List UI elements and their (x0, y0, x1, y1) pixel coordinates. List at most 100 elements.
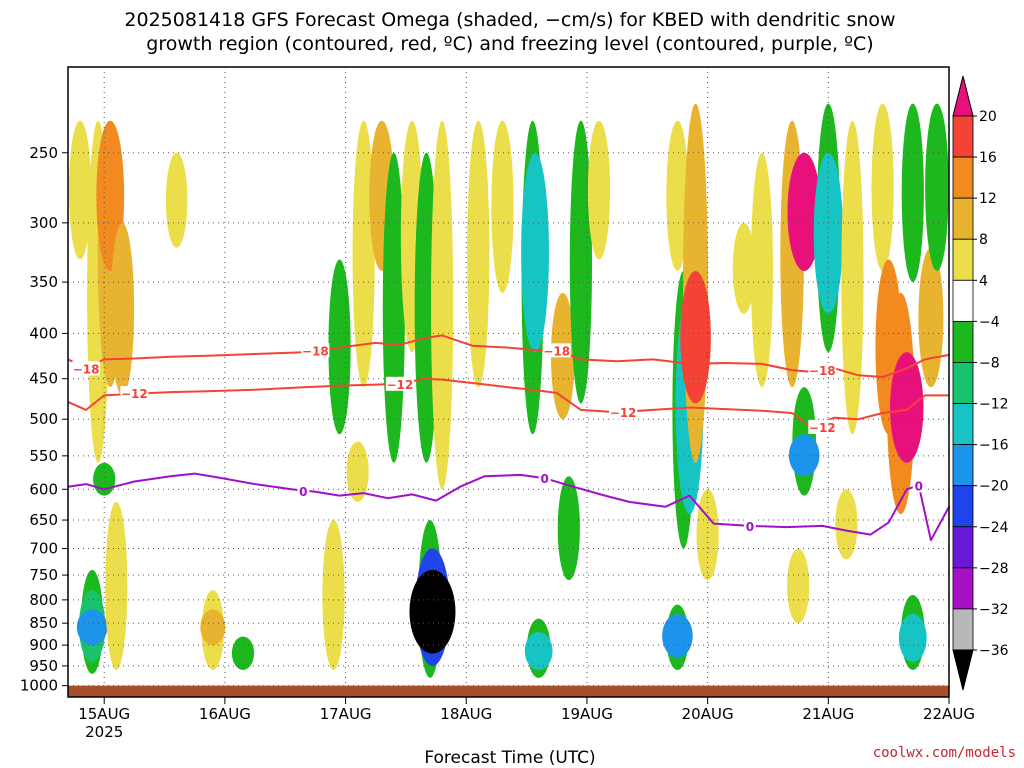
contour-label-8: 0 (299, 485, 307, 499)
omega-cell-40 (680, 270, 711, 404)
contour-label-bg-8 (297, 484, 310, 499)
x-tick-label-0: 15AUG (78, 705, 130, 723)
omega-cell-8 (76, 609, 108, 646)
omega-cell-9 (105, 501, 128, 670)
y-tick-label-6: 550 (29, 447, 58, 465)
contour-label-1: −18 (302, 344, 329, 358)
contour-label-bg-10 (743, 518, 756, 533)
colorbar-swatch-7 (952, 362, 974, 404)
contour-label-bg-5 (385, 376, 414, 391)
x-tick-label-2: 17AUG (320, 705, 372, 723)
omega-cell-43 (662, 614, 693, 658)
omega-cell-34 (524, 632, 553, 670)
y-tick-label-9: 700 (29, 540, 58, 558)
colorbar-label-13: −36 (979, 643, 1009, 659)
x-tick-label-7: 22AUG (923, 705, 975, 723)
contour-label-bg-11 (912, 478, 925, 493)
omega-cell-63 (898, 614, 927, 662)
contour-label-bg-2 (542, 343, 571, 358)
omega-cell-45 (750, 152, 774, 388)
omega-cell-59 (901, 103, 924, 283)
colorbar-swatch-11 (952, 526, 974, 569)
chart-title-line1: 2025081418 GFS Forecast Omega (shaded, −… (124, 9, 895, 31)
contour-label-4: −12 (121, 387, 148, 401)
contour-label-7: −12 (809, 421, 836, 435)
y-tick-label-2: 350 (29, 273, 58, 291)
omega-cell-29 (521, 152, 549, 353)
contour-label-bg-0 (72, 361, 101, 376)
credit-text[interactable]: coolwx.com/models (873, 745, 1016, 761)
contour-label-2: −18 (543, 344, 570, 358)
contour-label-6: −12 (610, 406, 637, 420)
colorbar-label-7: −12 (979, 397, 1009, 413)
y-tick-label-15: 1000 (20, 677, 58, 695)
colorbar-swatch-10 (952, 485, 974, 528)
omega-cell-32 (587, 120, 611, 260)
y-axis: 250 300 350 400 450 500 550 600 650 700 750 800 850 9… (20, 144, 68, 695)
omega-cell-41 (696, 489, 719, 581)
colorbar: 20 16 12 8 4 −4 −8 −12 −16 −20 −24 −28 −32 −36 (952, 75, 1009, 691)
x-tick-label-1: 16AUG (199, 705, 251, 723)
colorbar-label-2: 12 (979, 191, 997, 207)
colorbar-label-5: −4 (979, 314, 1000, 330)
colorbar-swatch-8 (952, 403, 974, 446)
x-tick-label-5: 20AUG (682, 705, 734, 723)
omega-cell-51 (813, 152, 843, 314)
colorbar-swatch-1 (952, 115, 974, 158)
colorbar-label-3: 8 (979, 232, 988, 248)
x-tick-label-4: 19AUG (561, 705, 613, 723)
omega-cell-21 (346, 441, 369, 502)
x-tick-label-3: 18AUG (440, 705, 492, 723)
colorbar-label-11: −28 (979, 561, 1009, 577)
colorbar-swatch-6 (952, 320, 974, 363)
omega-cell-15 (352, 120, 375, 388)
x-axis-label: Forecast Time (UTC) (424, 748, 595, 768)
contour-label-3: −18 (809, 364, 836, 378)
contour-label-0: −18 (73, 362, 100, 376)
y-tick-label-12: 850 (29, 614, 58, 632)
contour-label-5: −12 (387, 378, 414, 392)
colorbar-swatch-12 (952, 567, 974, 610)
chart-title-line2: growth region (contoured, red, ºC) and f… (146, 33, 873, 55)
omega-shading (68, 103, 949, 678)
contour-label-bg-7 (808, 419, 837, 434)
omega-cell-27 (491, 120, 514, 293)
y-tick-label-3: 400 (29, 324, 58, 342)
y-tick-label-13: 900 (29, 636, 58, 654)
contour-label-bg-3 (808, 363, 837, 378)
colorbar-bottom-arrow (952, 649, 974, 691)
colorbar-swatch-9 (952, 444, 974, 487)
contour-label-bg-9 (538, 471, 551, 486)
y-tick-label-0: 250 (29, 144, 58, 162)
contour-label-9: 0 (541, 472, 549, 486)
y-tick-label-14: 950 (29, 657, 58, 675)
colorbar-swatch-4 (952, 238, 974, 281)
omega-cell-31 (569, 120, 593, 404)
omega-cell-10 (165, 152, 188, 248)
contour-label-10: 0 (746, 520, 754, 534)
contour-minus12-line-1 (67, 377, 949, 428)
y-tick-label-10: 750 (29, 566, 58, 584)
colorbar-top-arrow (952, 75, 974, 117)
x-tick-label-6: 21AUG (802, 705, 854, 723)
colorbar-swatch-13 (952, 608, 974, 651)
colorbar-swatch-3 (952, 197, 974, 240)
colorbar-label-8: −16 (979, 438, 1009, 454)
y-tick-label-4: 450 (29, 370, 58, 388)
contour-label-11: 0 (915, 479, 923, 493)
omega-cell-25 (431, 120, 454, 490)
colorbar-label-0: 20 (979, 109, 997, 125)
colorbar-label-6: −8 (979, 355, 1000, 371)
omega-cell-54 (787, 548, 810, 624)
omega-cell-4 (110, 222, 135, 396)
y-tick-label-11: 800 (29, 591, 58, 609)
y-tick-label-8: 650 (29, 511, 58, 529)
plot-frame (67, 66, 950, 698)
y-tick-label-7: 600 (29, 480, 58, 498)
contour-label-bg-1 (301, 343, 330, 358)
contour-0-line-2 (67, 472, 950, 542)
colorbar-label-10: −24 (979, 520, 1009, 536)
omega-cell-47 (787, 152, 821, 271)
